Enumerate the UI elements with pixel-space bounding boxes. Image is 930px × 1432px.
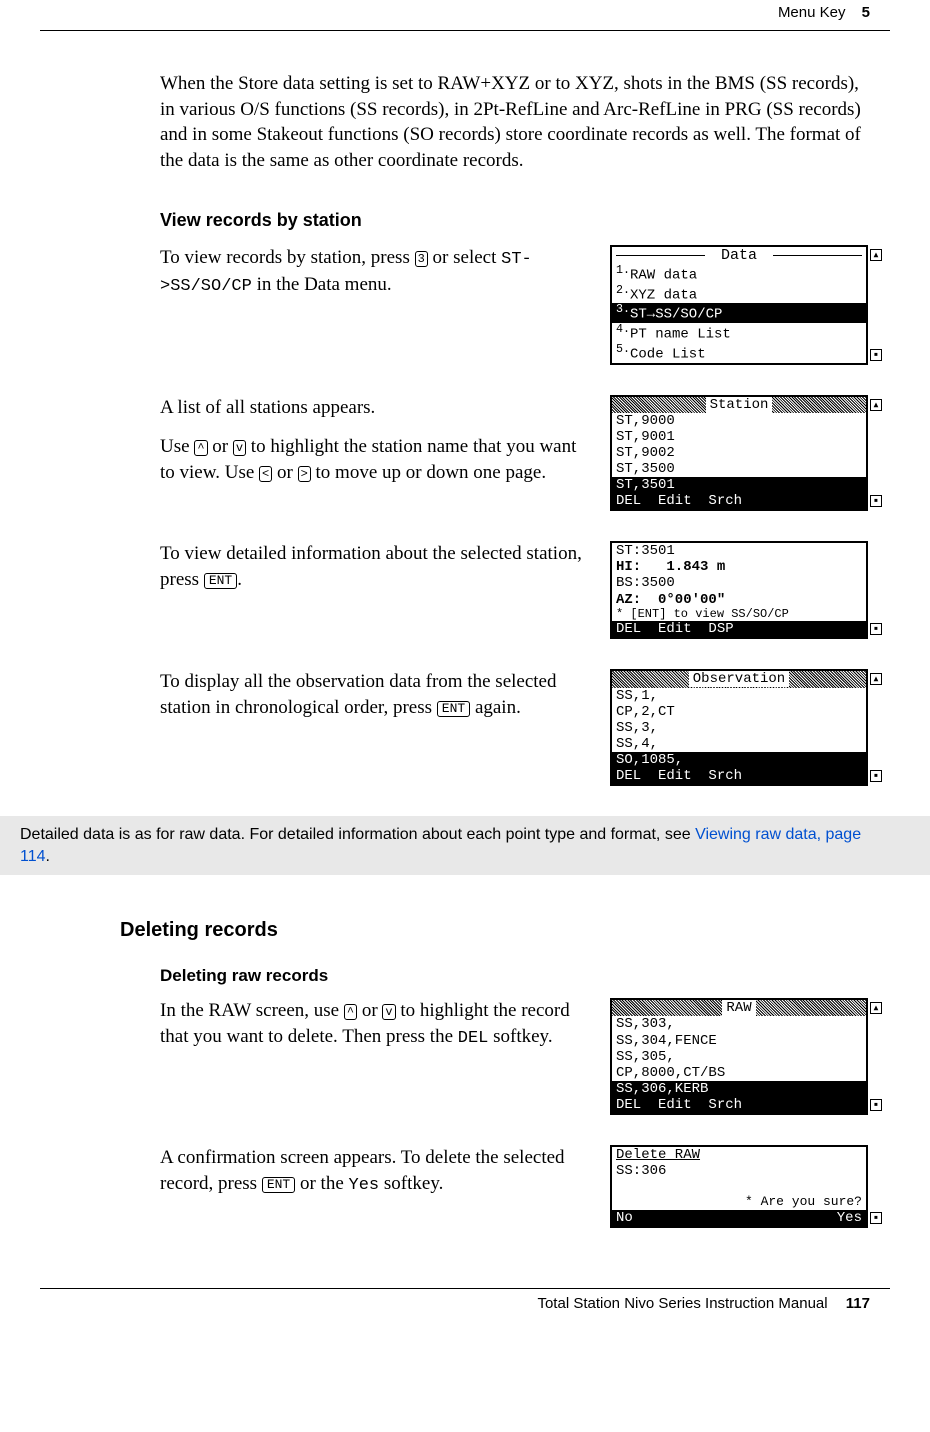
list-item-selected: SS,306,KERB <box>612 1081 866 1097</box>
key-left: < <box>259 466 272 482</box>
list-item: SS,305, <box>612 1049 866 1065</box>
softkeys: DEL Edit Srch <box>612 768 866 784</box>
list-item: SS,4, <box>612 736 866 752</box>
list-item: SS,303, <box>612 1016 866 1032</box>
detail-line: ST:3501 <box>612 543 866 559</box>
intro-paragraph: When the Store data setting is set to RA… <box>160 71 870 174</box>
dialog-prompt: * Are you sure? <box>612 1195 866 1210</box>
list-item: SS,3, <box>612 720 866 736</box>
step2-text-b: Use ^ or v to highlight the station name… <box>160 434 594 485</box>
key-ent: ENT <box>437 701 470 717</box>
running-header: Menu Key 5 <box>778 4 870 21</box>
scroll-lock-icon: ▪ <box>870 770 882 782</box>
lcd-station-list: Station ST,9000 ST,9001 ST,9002 ST,3500 … <box>610 395 868 512</box>
step4-text: To display all the observation data from… <box>160 669 594 720</box>
section-heading-deleting: Deleting records <box>120 919 870 942</box>
dialog-title: Delete RAW <box>612 1147 866 1163</box>
manual-title: Total Station Nivo Series Instruction Ma… <box>537 1295 827 1312</box>
scroll-lock-icon: ▪ <box>870 349 882 361</box>
lcd-raw-list: RAW SS,303, SS,304,FENCE SS,305, CP,8000… <box>610 998 868 1115</box>
dialog-record: SS:306 <box>612 1163 866 1179</box>
softkeys: No Yes <box>612 1210 866 1226</box>
list-item: ST,9002 <box>612 445 866 461</box>
subsection-heading-raw: Deleting raw records <box>160 966 870 986</box>
key-up: ^ <box>344 1004 357 1020</box>
menu-item: 5.Code List <box>612 343 866 363</box>
lcd-observation: Observation SS,1, CP,2,CT SS,3, SS,4, SO… <box>610 669 868 786</box>
lcd-title-raw: RAW <box>612 1000 866 1016</box>
list-item: ST,9001 <box>612 429 866 445</box>
menu-item: 2.XYZ data <box>612 284 866 304</box>
note-box: Detailed data is as for raw data. For de… <box>0 816 930 875</box>
lcd-data-menu: Data 1.RAW data 2.XYZ data 3.ST→SS/SO/CP… <box>610 245 868 365</box>
softkey-yes: Yes <box>349 1176 380 1195</box>
list-item: CP,2,CT <box>612 704 866 720</box>
footer: Total Station Nivo Series Instruction Ma… <box>40 1288 890 1312</box>
page-number: 117 <box>846 1295 870 1312</box>
lcd-delete-confirm: Delete RAW SS:306 * Are you sure? No Yes… <box>610 1145 868 1228</box>
softkeys: DEL Edit DSP <box>612 621 866 637</box>
key-ent: ENT <box>204 573 237 589</box>
softkeys: DEL Edit Srch <box>612 1097 866 1113</box>
detail-line: AZ: 0°00'00" <box>612 592 866 608</box>
key-3: 3 <box>415 251 428 267</box>
scroll-up-icon: ▴ <box>870 249 882 261</box>
softkey-no: No <box>616 1210 633 1226</box>
header-rule <box>40 30 890 31</box>
softkey-yes: Yes <box>837 1210 862 1226</box>
softkey-del: DEL <box>458 1029 489 1048</box>
scroll-lock-icon: ▪ <box>870 1099 882 1111</box>
chapter-number: 5 <box>862 4 870 21</box>
scroll-lock-icon: ▪ <box>870 1212 882 1224</box>
list-item: ST,3500 <box>612 461 866 477</box>
scroll-up-icon: ▴ <box>870 673 882 685</box>
list-item: SS,304,FENCE <box>612 1033 866 1049</box>
lcd-title-station: Station <box>612 397 866 413</box>
menu-item: 1.RAW data <box>612 264 866 284</box>
del-step1-text: In the RAW screen, use ^ or v to highlig… <box>160 998 594 1051</box>
list-item: SS,1, <box>612 688 866 704</box>
key-ent: ENT <box>262 1177 295 1193</box>
scroll-up-icon: ▴ <box>870 399 882 411</box>
del-step2-text: A confirmation screen appears. To delete… <box>160 1145 594 1198</box>
section-heading-view: View records by station <box>160 210 870 231</box>
step3-text: To view detailed information about the s… <box>160 541 594 592</box>
key-down: v <box>382 1004 395 1020</box>
list-item-selected: ST,3501 <box>612 477 866 493</box>
scroll-up-icon: ▴ <box>870 1002 882 1014</box>
scroll-lock-icon: ▪ <box>870 623 882 635</box>
detail-line: HI: 1.843 m <box>612 559 866 575</box>
key-right: > <box>298 466 311 482</box>
scroll-lock-icon: ▪ <box>870 495 882 507</box>
step1-text: To view records by station, press 3 or s… <box>160 245 594 299</box>
lcd-station-detail: ST:3501 HI: 1.843 m BS:3500 AZ: 0°00'00"… <box>610 541 868 639</box>
detail-line: BS:3500 <box>612 575 866 591</box>
lcd-title-observation: Observation <box>612 671 866 687</box>
menu-item: 4.PT name List <box>612 323 866 343</box>
key-up: ^ <box>194 440 207 456</box>
list-item-selected: SO,1085, <box>612 752 866 768</box>
softkeys: DEL Edit Srch <box>612 493 866 509</box>
menu-item-selected: 3.ST→SS/SO/CP <box>612 303 866 323</box>
header-label: Menu Key <box>778 4 846 21</box>
list-item: ST,9000 <box>612 413 866 429</box>
hint-line: * [ENT] to view SS/SO/CP <box>612 608 866 622</box>
key-down: v <box>233 440 246 456</box>
list-item: CP,8000,CT/BS <box>612 1065 866 1081</box>
step2-text-a: A list of all stations appears. <box>160 395 594 421</box>
